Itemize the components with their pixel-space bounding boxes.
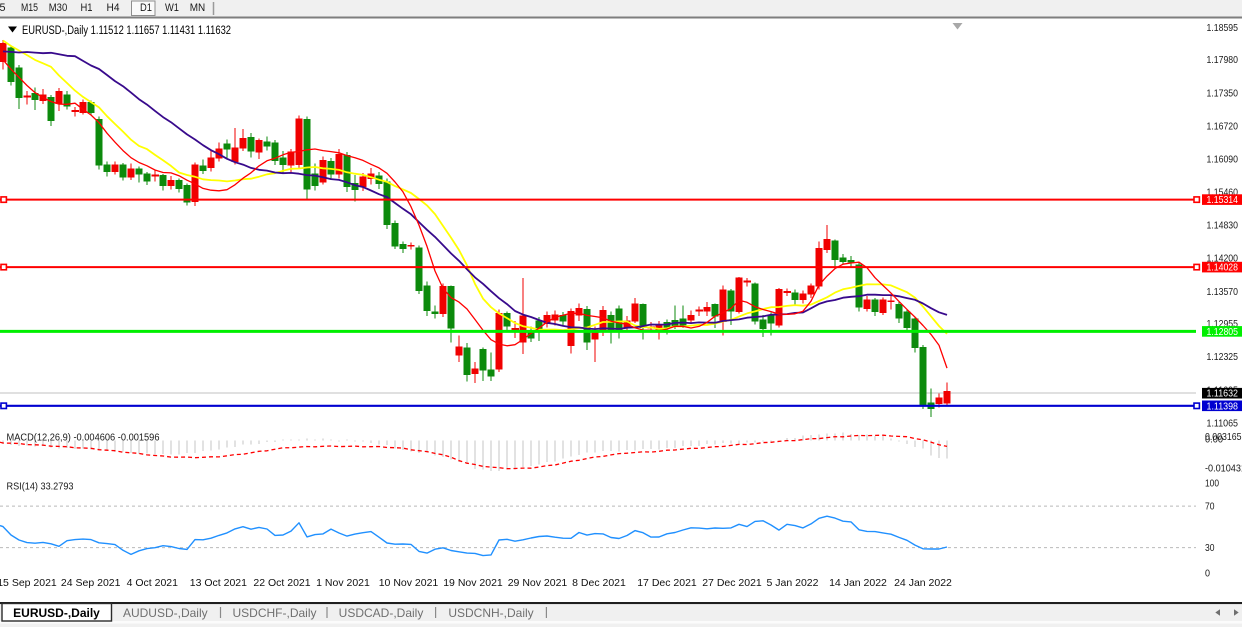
svg-text:1.15314: 1.15314 [1207, 195, 1239, 206]
svg-text:70: 70 [1205, 502, 1215, 513]
svg-text:0.003165: 0.003165 [1205, 432, 1242, 443]
svg-text:1 Nov 2021: 1 Nov 2021 [316, 577, 370, 589]
svg-text:13 Oct 2021: 13 Oct 2021 [190, 577, 247, 589]
svg-text:1.14830: 1.14830 [1207, 221, 1239, 232]
svg-text:USDCNH-,Daily: USDCNH-,Daily [448, 606, 533, 620]
svg-text:1.15460: 1.15460 [1207, 188, 1239, 199]
svg-text:24 Jan 2022: 24 Jan 2022 [894, 577, 952, 589]
svg-text:MN: MN [190, 2, 206, 14]
svg-text:1.14028: 1.14028 [1207, 263, 1239, 274]
svg-text:EURUSD-,Daily: EURUSD-,Daily [13, 606, 100, 620]
svg-text:-0.010431: -0.010431 [1205, 464, 1242, 475]
svg-text:30: 30 [1205, 543, 1215, 554]
svg-text:15 Sep 2021: 15 Sep 2021 [0, 577, 57, 589]
svg-text:USDCAD-,Daily: USDCAD-,Daily [339, 606, 424, 620]
svg-text:1.17980: 1.17980 [1207, 55, 1239, 66]
svg-text:W1: W1 [165, 2, 179, 14]
svg-text:1.11398: 1.11398 [1207, 401, 1239, 412]
svg-text:1.12955: 1.12955 [1207, 319, 1239, 330]
svg-text:29 Nov 2021: 29 Nov 2021 [508, 577, 568, 589]
svg-text:1.16090: 1.16090 [1207, 154, 1239, 165]
svg-text:4 Oct 2021: 4 Oct 2021 [127, 577, 179, 589]
svg-text:1.17350: 1.17350 [1207, 88, 1239, 99]
svg-text:19 Nov 2021: 19 Nov 2021 [443, 577, 503, 589]
svg-text:0.00: 0.00 [1205, 435, 1223, 446]
svg-text:RSI(14) 33.2793: RSI(14) 33.2793 [7, 482, 74, 493]
svg-text:22 Oct 2021: 22 Oct 2021 [253, 577, 310, 589]
svg-text:24 Sep 2021: 24 Sep 2021 [61, 577, 121, 589]
svg-text:MACD(12,26,9) -0.004606 -0.001: MACD(12,26,9) -0.004606 -0.001596 [7, 433, 160, 444]
svg-text:5 Jan 2022: 5 Jan 2022 [767, 577, 819, 589]
svg-text:1.12325: 1.12325 [1207, 352, 1239, 363]
svg-text:M5: M5 [0, 2, 6, 14]
svg-text:H4: H4 [107, 2, 120, 14]
svg-text:1.14200: 1.14200 [1207, 254, 1239, 265]
svg-text:0: 0 [1205, 569, 1210, 580]
svg-text:AUDUSD-,Daily: AUDUSD-,Daily [123, 606, 208, 620]
svg-text:10 Nov 2021: 10 Nov 2021 [379, 577, 439, 589]
svg-text:1.16720: 1.16720 [1207, 121, 1239, 132]
svg-text:M30: M30 [49, 2, 68, 14]
svg-text:27 Dec 2021: 27 Dec 2021 [702, 577, 762, 589]
svg-text:1.12805: 1.12805 [1207, 327, 1239, 338]
svg-text:17 Dec 2021: 17 Dec 2021 [637, 577, 697, 589]
svg-text:100: 100 [1205, 479, 1219, 490]
svg-text:D1: D1 [140, 2, 152, 14]
svg-text:H1: H1 [81, 2, 93, 14]
svg-text:14 Jan 2022: 14 Jan 2022 [829, 577, 887, 589]
svg-text:1.18595: 1.18595 [1207, 23, 1239, 34]
svg-text:M15: M15 [21, 2, 38, 14]
svg-text:EURUSD-,Daily 1.11512 1.11657: EURUSD-,Daily 1.11512 1.11657 1.11431 1.… [22, 25, 231, 37]
svg-text:8 Dec 2021: 8 Dec 2021 [572, 577, 626, 589]
svg-text:1.11632: 1.11632 [1207, 389, 1239, 400]
svg-text:USDCHF-,Daily: USDCHF-,Daily [233, 606, 317, 620]
svg-text:1.13570: 1.13570 [1207, 287, 1239, 298]
svg-text:1.11065: 1.11065 [1207, 418, 1239, 429]
